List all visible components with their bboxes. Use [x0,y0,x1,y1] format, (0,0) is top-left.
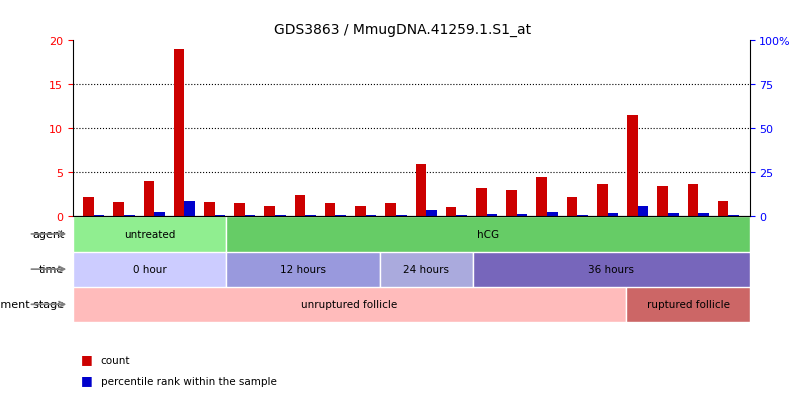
Bar [335,216,346,217]
Bar [325,204,335,217]
Bar [396,216,406,217]
Bar [114,203,124,217]
Bar [366,216,376,217]
Bar [73,217,226,252]
Bar [235,204,245,217]
Bar [698,214,708,217]
Bar [93,215,104,217]
Bar [174,50,185,217]
Bar [597,184,608,217]
Bar [143,182,154,217]
Bar [226,217,750,252]
Bar [456,216,467,217]
Bar [73,252,226,287]
Text: hCG: hCG [477,229,499,240]
Bar [295,196,305,217]
Bar [638,206,648,217]
Bar [577,215,588,217]
Bar [226,252,380,287]
Bar [154,212,164,217]
Bar [608,214,618,217]
Bar [204,203,214,217]
Text: 0 hour: 0 hour [133,264,166,275]
Bar [537,177,547,217]
Text: unruptured follicle: unruptured follicle [301,299,397,310]
Text: ■: ■ [81,373,93,386]
Text: ruptured follicle: ruptured follicle [646,299,729,310]
Bar [487,214,497,217]
Bar [214,216,225,217]
Bar [73,287,626,322]
Bar [355,206,366,217]
Bar [517,214,527,217]
Bar [729,215,739,217]
Bar [83,197,93,217]
Bar [275,216,285,217]
Bar [264,206,275,217]
Bar [668,214,679,217]
Bar [626,287,750,322]
Text: time: time [39,264,64,275]
Text: development stage: development stage [0,299,64,310]
Bar [547,213,558,217]
Text: agent: agent [32,229,64,240]
Text: count: count [101,356,131,366]
Bar [627,116,638,217]
Bar [245,216,256,217]
Bar [416,164,426,217]
Bar [658,187,668,217]
Bar [472,252,750,287]
Bar [385,204,396,217]
Text: 12 hours: 12 hours [280,264,326,275]
Bar [718,201,729,217]
Text: 24 hours: 24 hours [404,264,450,275]
Bar [567,197,577,217]
Bar [446,207,456,217]
Text: 36 hours: 36 hours [588,264,634,275]
Text: GDS3863 / MmugDNA.41259.1.S1_at: GDS3863 / MmugDNA.41259.1.S1_at [274,23,532,37]
Bar [124,216,135,217]
Bar [185,202,195,217]
Bar [305,215,316,217]
Text: percentile rank within the sample: percentile rank within the sample [101,376,276,386]
Bar [476,189,487,217]
Text: ■: ■ [81,353,93,366]
Bar [506,190,517,217]
Text: untreated: untreated [124,229,175,240]
Bar [380,252,472,287]
Bar [426,211,437,217]
Bar [688,184,698,217]
